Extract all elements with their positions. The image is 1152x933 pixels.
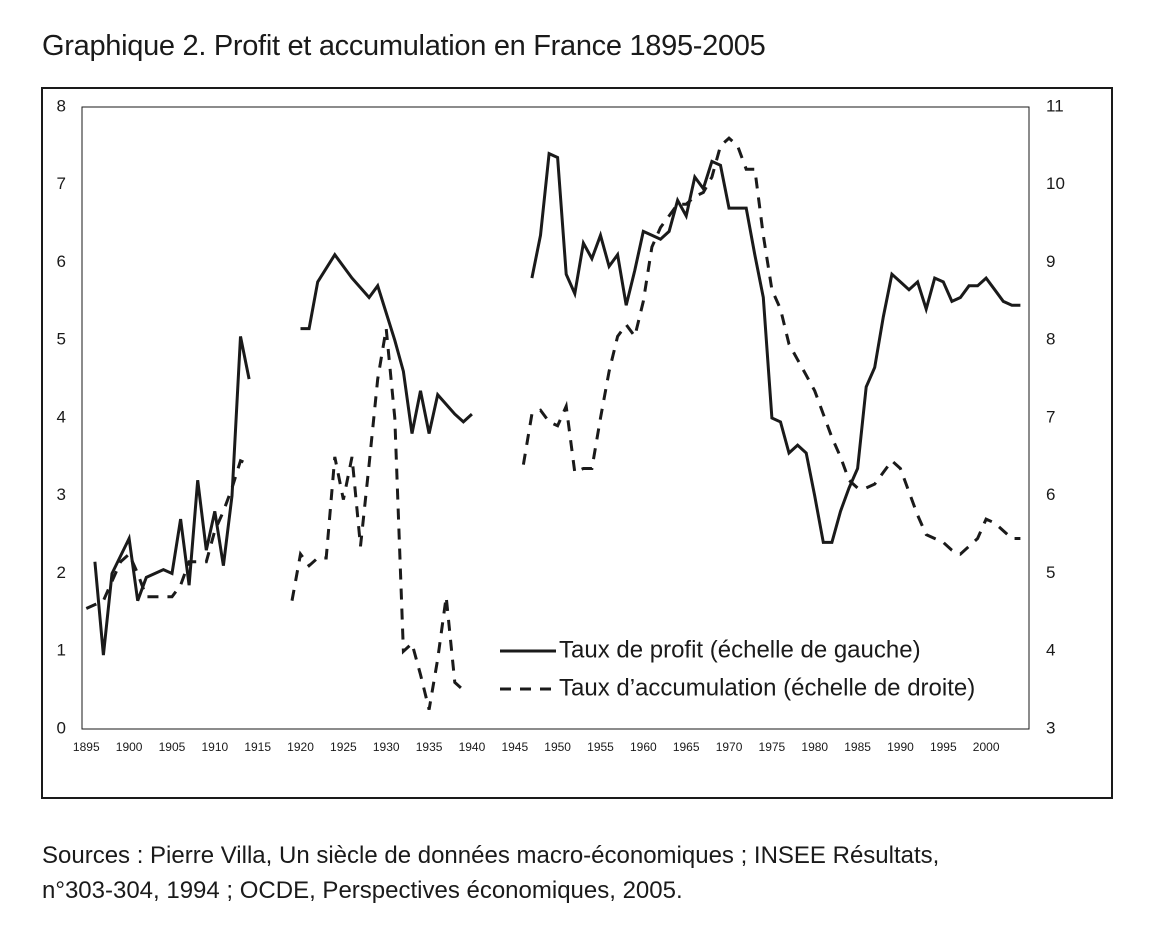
sources-line-1: Sources : Pierre Villa, Un siècle de don…: [42, 842, 940, 869]
y-right-tick-label: 9: [1046, 252, 1055, 271]
x-tick-label: 1930: [373, 740, 400, 754]
y-right-tick-label: 3: [1046, 718, 1055, 737]
profit-rate-line-segment-2: [300, 252, 473, 434]
y-right-tick-label: 7: [1046, 407, 1055, 426]
y-left-tick-label: 4: [57, 407, 66, 426]
y-left-tick-label: 1: [57, 641, 66, 660]
x-tick-label: 1920: [287, 740, 314, 754]
y-left-tick-label: 7: [57, 174, 66, 193]
x-tick-label: 1915: [244, 740, 271, 754]
y-right-tick-label: 11: [1046, 96, 1064, 115]
accumulation-rate-line-segment-2: [290, 328, 465, 710]
x-tick-label: 1995: [930, 740, 957, 754]
y-left-tick-label: 8: [57, 96, 66, 115]
x-tick-label: 1985: [844, 740, 871, 754]
series-group: [85, 136, 1021, 710]
x-tick-label: 1945: [501, 740, 528, 754]
y-right-tick-label: 4: [1046, 641, 1055, 660]
y-left-tick-label: 2: [57, 563, 66, 582]
x-tick-label: 1950: [544, 740, 571, 754]
accumulation-rate-line-segment-1: [85, 458, 250, 610]
y-axis-left: 0 1 2 3 4 5 6 7 8: [57, 96, 66, 737]
y-left-tick-label: 0: [57, 718, 66, 737]
y-right-tick-label: 6: [1046, 485, 1055, 504]
x-tick-label: 1910: [201, 740, 228, 754]
y-right-tick-label: 8: [1046, 330, 1055, 349]
plot-area: [81, 106, 1030, 730]
x-tick-label: 1900: [116, 740, 143, 754]
x-tick-label: 1895: [73, 740, 100, 754]
profit-rate-line-segment-3: [530, 151, 1021, 544]
x-tick-label: 1980: [801, 740, 828, 754]
x-tick-label: 1935: [416, 740, 443, 754]
accumulation-rate-line-segment-3: [521, 136, 1021, 556]
x-tick-label: 1940: [459, 740, 486, 754]
x-tick-label: 1970: [716, 740, 743, 754]
y-right-tick-label: 10: [1046, 174, 1065, 193]
chart-title: Graphique 2. Profit et accumulation en F…: [42, 30, 766, 62]
x-tick-label: 1905: [159, 740, 186, 754]
sources-note: Sources : Pierre Villa, Un siècle de don…: [42, 838, 939, 908]
x-tick-label: 1955: [587, 740, 614, 754]
profit-rate-line-segment-1: [93, 336, 251, 656]
x-axis: 1895 1900 1905 1910 1915 1920 1925 1930 1935 1940…: [73, 740, 1000, 754]
x-tick-label: 1975: [759, 740, 786, 754]
plot-area-border: [81, 106, 1030, 730]
y-axis-right: 3 4 5 6 7 8 9 10 11: [1046, 96, 1065, 737]
x-tick-label: 1965: [673, 740, 700, 754]
x-tick-label: 1960: [630, 740, 657, 754]
y-left-tick-label: 6: [57, 252, 66, 271]
legend-label-profit: Taux de profit (échelle de gauche): [559, 636, 921, 663]
x-tick-label: 2000: [973, 740, 1000, 754]
sources-line-2: n°303-304, 1994 ; OCDE, Perspectives éco…: [42, 877, 683, 904]
y-left-tick-label: 3: [57, 485, 66, 504]
y-right-tick-label: 5: [1046, 563, 1055, 582]
y-left-tick-label: 5: [57, 330, 66, 349]
x-tick-label: 1990: [887, 740, 914, 754]
legend: Taux de profit (échelle de gauche) Taux …: [500, 636, 975, 701]
legend-label-accumulation: Taux d’accumulation (échelle de droite): [559, 674, 975, 701]
x-tick-label: 1925: [330, 740, 357, 754]
plot-frame: [41, 87, 1113, 799]
